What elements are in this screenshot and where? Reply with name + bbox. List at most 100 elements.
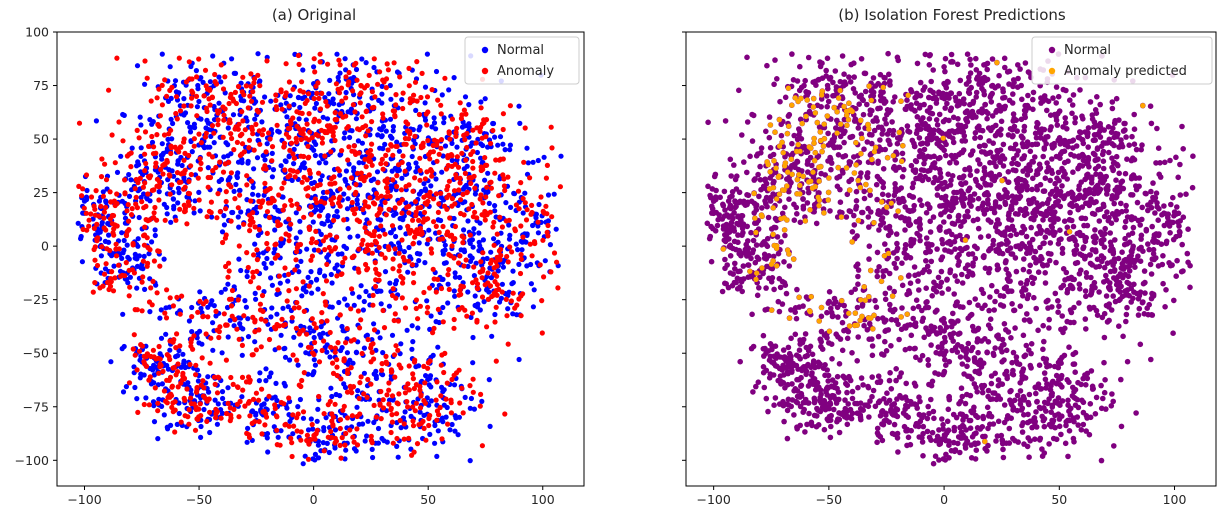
point-normal [158, 307, 164, 313]
point-anomaly [467, 232, 473, 238]
point-anomaly [294, 109, 300, 115]
point-anomaly [174, 294, 180, 300]
point-normal [120, 311, 126, 317]
point-normal [325, 218, 331, 224]
point-anomaly [459, 233, 465, 239]
point-normal [959, 138, 965, 144]
point-normal [205, 165, 211, 171]
point-normal [375, 132, 381, 138]
point-normal [1042, 280, 1049, 286]
point-anomaly [325, 61, 331, 67]
point-anomaly [479, 135, 485, 141]
point-normal [353, 349, 359, 355]
point-normal [969, 251, 976, 257]
point-anomaly [308, 212, 314, 218]
point-normal [124, 242, 130, 248]
point-normal [1109, 99, 1116, 105]
point-normal [261, 289, 267, 295]
point-normal [365, 418, 371, 424]
point-anomaly [167, 295, 173, 301]
point-normal [442, 242, 448, 248]
point-anomaly [220, 104, 226, 110]
point-anomaly [399, 295, 405, 301]
point-anomaly [294, 300, 300, 306]
point-normal [272, 246, 278, 252]
point-normal [303, 289, 309, 295]
point-anomaly [548, 269, 554, 275]
point-normal [378, 301, 384, 307]
point-anomaly [220, 239, 226, 246]
point-anomaly [188, 163, 194, 169]
point-anomaly [301, 308, 307, 314]
point-anomaly [380, 307, 386, 314]
point-normal [341, 243, 347, 249]
point-anomaly [458, 197, 464, 203]
point-anomaly [390, 177, 396, 183]
point-normal [917, 79, 924, 86]
point-anomaly [451, 188, 458, 194]
point-anomaly [214, 390, 221, 396]
point-anomaly [226, 268, 232, 274]
point-anomaly [142, 180, 148, 186]
point-normal [320, 114, 326, 120]
point-anomaly [449, 153, 455, 159]
point-anomaly [207, 360, 213, 366]
point-anomaly [446, 192, 452, 198]
point-normal [859, 209, 866, 216]
point-anomaly [228, 374, 234, 381]
point-normal [390, 124, 396, 130]
point-normal [196, 189, 202, 195]
point-anomaly [99, 156, 105, 162]
point-normal [367, 132, 373, 138]
point-normal [1153, 190, 1160, 196]
point-normal [961, 133, 968, 139]
point-anomaly [531, 239, 538, 245]
point-anomaly [400, 280, 406, 286]
point-anomaly [130, 240, 136, 247]
point-anomaly [369, 89, 375, 95]
point-normal [464, 163, 470, 169]
point-anomaly [101, 209, 107, 215]
point-normal [1036, 166, 1043, 172]
point-anomaly [188, 339, 194, 345]
point-normal [435, 344, 441, 350]
point-anomaly [145, 191, 151, 197]
point-anomaly [162, 161, 168, 167]
point-normal [399, 97, 405, 103]
point-normal [375, 425, 382, 432]
point-anomaly [522, 125, 528, 131]
point-anomaly [249, 352, 255, 358]
point-anomaly [156, 248, 162, 254]
point-normal [891, 288, 897, 295]
point-anomaly [92, 244, 98, 250]
point-normal [287, 418, 293, 424]
point-normal [482, 96, 488, 102]
point-anomaly [157, 364, 163, 370]
point-anomaly [505, 174, 511, 180]
point-normal [181, 96, 187, 102]
point-normal [1154, 125, 1160, 132]
point-anomaly [176, 55, 182, 61]
point-anomaly [369, 105, 375, 111]
points-isolation-forest [704, 50, 1196, 467]
point-normal [974, 168, 980, 174]
point-anomaly [163, 315, 170, 321]
point-anomaly [251, 147, 257, 153]
point-anomaly [323, 234, 329, 240]
point-anomaly [417, 177, 423, 183]
point-anomaly [321, 411, 327, 417]
point-anomaly [251, 252, 257, 258]
point-anomaly [369, 250, 375, 256]
point-anomaly [126, 227, 132, 233]
point-anomaly [156, 343, 162, 350]
point-anomaly [482, 155, 488, 161]
point-anomaly [145, 218, 151, 224]
point-anomaly [543, 175, 550, 181]
point-anomaly [518, 180, 524, 186]
point-normal [945, 286, 952, 292]
point-anomaly [337, 417, 344, 423]
point-anomaly [470, 158, 476, 165]
point-anomaly [425, 304, 431, 310]
point-anomaly [366, 158, 372, 164]
point-anomaly [283, 61, 289, 67]
